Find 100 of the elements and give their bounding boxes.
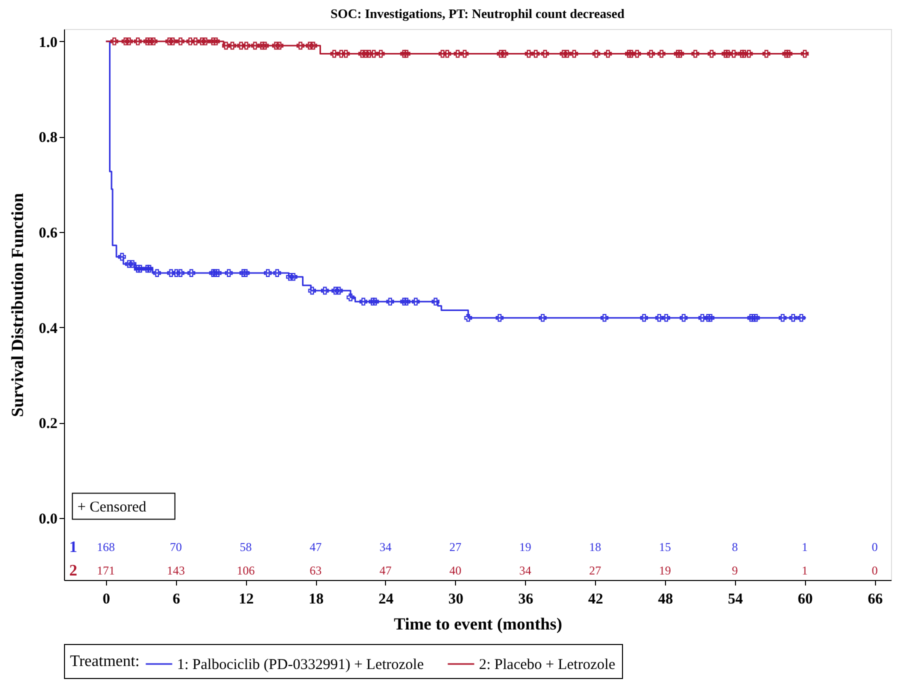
annotation: 70 (170, 540, 182, 554)
y-tick-label: 0.6 (38, 226, 58, 242)
x-axis-title: Time to event (months) (394, 614, 562, 634)
point (136, 264, 144, 273)
annotation: 2 (69, 562, 78, 580)
point (187, 269, 196, 277)
y-tick-label: 0.8 (38, 130, 58, 146)
point (747, 314, 756, 322)
annotation: 34 (519, 564, 532, 578)
y-tick-label: 0.4 (38, 320, 58, 337)
point (464, 314, 472, 322)
point (128, 260, 136, 268)
point (359, 298, 368, 306)
point (286, 272, 294, 281)
point (640, 314, 648, 322)
x-tick-label: 54 (728, 592, 744, 608)
point (346, 293, 354, 302)
point (224, 269, 233, 277)
legend-label: 1: Palbociclib (PD-0332991) + Letrozole (177, 657, 424, 673)
point (210, 269, 219, 277)
point (400, 298, 408, 306)
point (321, 286, 329, 295)
x-tick-label: 66 (868, 592, 884, 608)
y-axis-title: Survival Distribution Function (8, 192, 27, 417)
point (167, 269, 175, 277)
point (118, 252, 126, 261)
annotation: 8 (732, 540, 738, 554)
point (655, 314, 664, 322)
point (134, 264, 142, 273)
annotation: 1 (69, 539, 78, 556)
point (273, 269, 282, 277)
annotation: 0 (872, 564, 878, 578)
point (172, 269, 180, 277)
x-tick-label: 24 (378, 592, 394, 608)
annotation: 27 (589, 564, 602, 578)
point (778, 314, 787, 322)
point (264, 269, 272, 277)
point (386, 298, 394, 306)
point (402, 298, 410, 306)
point (706, 314, 714, 322)
point (239, 269, 248, 277)
point (368, 298, 377, 306)
annotation: 18 (589, 540, 602, 554)
annotation: 143 (166, 564, 185, 578)
annotation: 15 (659, 540, 672, 554)
y-tick-label: 0.2 (38, 416, 58, 432)
x-tick-label: 42 (588, 592, 604, 608)
point (538, 314, 547, 322)
point (143, 264, 152, 273)
point (242, 269, 250, 277)
annotation: 9 (732, 564, 738, 578)
legend-title: Treatment: (70, 653, 140, 670)
point (331, 286, 340, 295)
point (334, 286, 343, 295)
point (680, 314, 688, 322)
x-tick-label: 30 (448, 592, 464, 608)
point (290, 272, 298, 281)
point (704, 314, 712, 322)
point (371, 298, 379, 306)
annotation: 19 (659, 564, 672, 578)
annotation: 63 (310, 564, 322, 578)
point (662, 314, 670, 322)
x-tick-label: 18 (308, 592, 324, 608)
annotation: 47 (310, 540, 322, 554)
point (752, 314, 760, 322)
x-tick-label: 6 (172, 592, 181, 608)
point (308, 286, 316, 295)
annotation: 106 (236, 564, 255, 578)
x-tick-label: 48 (658, 592, 674, 608)
y-tick-label: 0.0 (38, 512, 58, 528)
x-tick-label: 60 (798, 592, 813, 608)
point (432, 298, 440, 306)
y-tick-label: 1.0 (38, 34, 58, 51)
annotation: 40 (449, 564, 462, 578)
annotation: 58 (240, 540, 252, 554)
point (125, 260, 133, 268)
annotation: 19 (519, 540, 532, 554)
point (209, 269, 217, 277)
annotation: 0 (872, 540, 878, 554)
annotation: 47 (379, 564, 392, 578)
point (153, 269, 161, 277)
x-tick-label: 0 (102, 592, 110, 608)
chart-title: SOC: Investigations, PT: Neutrophil count decreased (330, 6, 626, 21)
point (797, 314, 806, 322)
x-tick-label: 36 (518, 592, 534, 608)
annotation: 34 (379, 540, 392, 554)
point (412, 298, 420, 306)
point (176, 269, 184, 277)
annotation: + Censored (77, 499, 147, 516)
annotation: 171 (96, 564, 115, 578)
point (496, 314, 504, 322)
point (698, 314, 706, 322)
annotation: 1 (802, 540, 808, 554)
point (789, 314, 798, 322)
annotation: 1 (802, 564, 808, 578)
point (214, 269, 222, 277)
annotation: 168 (96, 540, 115, 554)
annotation: 27 (449, 540, 462, 554)
point (600, 314, 608, 322)
legend-label: 2: Placebo + Letrozole (479, 657, 616, 673)
